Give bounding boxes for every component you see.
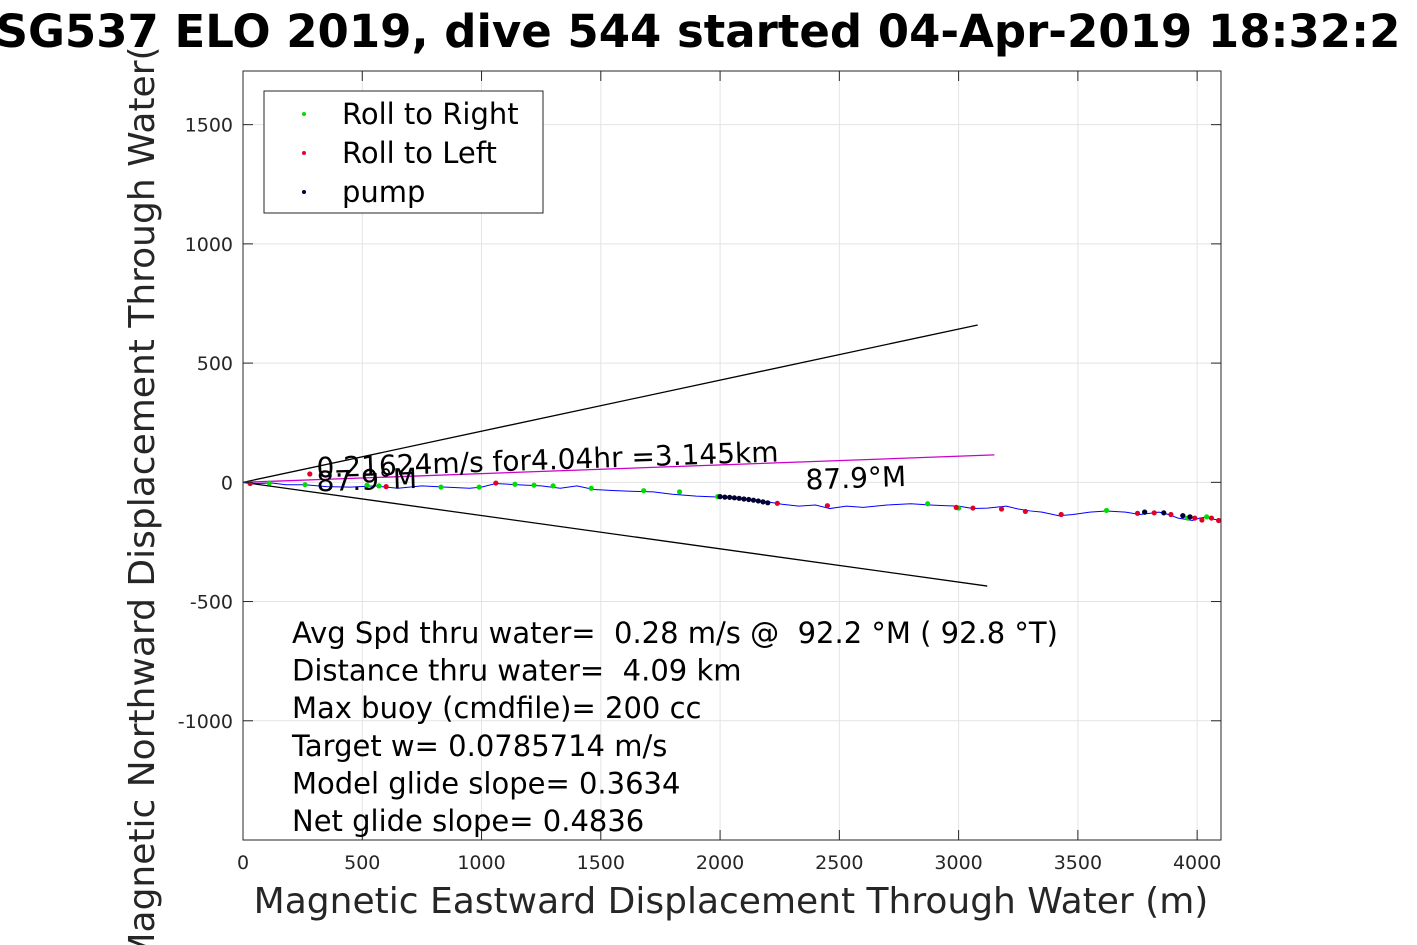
y-tick-label: 0 — [221, 472, 233, 494]
x-tick-label: 2000 — [696, 852, 744, 874]
x-tick-label: 1500 — [577, 852, 625, 874]
pump-point — [1187, 514, 1193, 520]
pump-point — [741, 496, 747, 502]
y-tick-label: 500 — [197, 353, 233, 375]
dive-track-line — [242, 481, 1222, 521]
reference-lines — [242, 324, 995, 587]
stats-text-block: Avg Spd thru water= 0.28 m/s @ 92.2 °M (… — [291, 616, 1058, 838]
roll-to-right-point — [364, 482, 370, 488]
pump-point — [1142, 509, 1148, 515]
y-tick-label: -500 — [190, 592, 233, 614]
roll-to-right-point — [925, 501, 931, 507]
pump-point — [731, 495, 737, 501]
roll-to-left-point — [1168, 511, 1174, 518]
roll-to-left-point — [774, 500, 780, 506]
plot-frame — [242, 70, 1222, 841]
data-points — [247, 471, 1222, 524]
annotation-text: 87.9°M — [805, 460, 907, 496]
pump-point — [727, 494, 733, 500]
roll-to-left-point — [970, 505, 976, 511]
x-tick-label: 3000 — [934, 852, 982, 874]
reference-line — [242, 481, 988, 587]
legend-marker — [302, 112, 306, 116]
roll-to-right-point — [302, 482, 308, 488]
roll-to-right-point — [476, 484, 482, 490]
y-axis-label: Magnetic Northward Displacement Through … — [122, 46, 163, 945]
pump-point — [1161, 510, 1167, 516]
roll-to-right-point — [512, 481, 518, 487]
pump-point — [765, 500, 771, 506]
roll-to-right-point — [1204, 514, 1210, 520]
roll-to-left-point — [1208, 515, 1215, 521]
pump-point — [746, 496, 752, 503]
roll-to-left-point — [824, 503, 831, 509]
y-tick-label: 1000 — [185, 234, 233, 256]
legend-box — [263, 90, 544, 214]
roll-to-right-point — [376, 483, 382, 489]
roll-to-left-point — [1058, 511, 1064, 518]
roll-to-right-point — [676, 489, 683, 495]
roll-to-left-point — [493, 480, 499, 486]
pump-point — [736, 495, 742, 501]
pump-point — [760, 499, 766, 505]
roll-to-left-point — [1199, 517, 1205, 523]
chart-title: SG537 ELO 2019, dive 544 started 04-Apr-… — [0, 5, 1400, 58]
pump-point — [755, 498, 761, 504]
legend: Roll to Right Roll to Left pump — [263, 90, 544, 214]
stats-line: Net glide slope= 0.4836 — [292, 804, 644, 838]
grid — [242, 71, 1221, 840]
stats-line: Max buoy (cmdfile)= 200 cc — [292, 691, 701, 725]
pump-point — [1180, 513, 1186, 519]
reference-line — [242, 454, 995, 483]
x-tick-label: 4000 — [1173, 852, 1221, 874]
roll-to-right-point — [438, 484, 444, 490]
roll-to-left-point — [247, 480, 253, 487]
roll-to-left-point — [1151, 510, 1157, 516]
roll-to-right-point — [266, 480, 272, 486]
annotation-text: 87.9°M — [316, 462, 418, 498]
x-axis-label: Magnetic Eastward Displacement Through W… — [254, 881, 1209, 922]
x-tick-label: 3500 — [1054, 852, 1102, 874]
pump-point — [750, 497, 757, 503]
x-tick-label: 500 — [344, 852, 380, 874]
pump-point — [717, 494, 723, 500]
reference-line — [242, 324, 978, 483]
roll-to-right-point — [641, 488, 647, 494]
legend-label: pump — [342, 175, 425, 209]
axis-ticks: 0 500 1000 1500 2000 2500 3000 3500 4000 1500 1000… — [178, 71, 1221, 874]
roll-to-left-point — [953, 504, 959, 510]
roll-to-right-point — [531, 482, 537, 488]
roll-to-left-point — [1134, 510, 1141, 516]
stats-line: Distance thru water= 4.09 km — [292, 654, 742, 688]
y-tick-label: 1500 — [185, 115, 233, 137]
y-tick-label: -1000 — [178, 711, 233, 733]
roll-to-left-point — [307, 471, 313, 477]
legend-label: Roll to Left — [342, 136, 497, 170]
stats-line: Target w= 0.0785714 m/s — [291, 729, 667, 763]
x-tick-label: 0 — [237, 852, 249, 874]
roll-to-right-point — [588, 485, 594, 491]
x-tick-label: 2500 — [815, 852, 863, 874]
x-tick-label: 1000 — [457, 852, 505, 874]
roll-to-left-point — [1216, 517, 1222, 524]
roll-to-right-point — [550, 483, 556, 489]
roll-to-left-point — [1022, 508, 1028, 515]
stats-line: Avg Spd thru water= 0.28 m/s @ 92.2 °M (… — [292, 616, 1058, 650]
stats-line: Model glide slope= 0.3634 — [292, 766, 680, 800]
roll-to-left-point — [998, 506, 1005, 512]
legend-marker — [302, 151, 306, 155]
pump-point — [722, 494, 728, 500]
roll-to-left-point — [383, 484, 389, 490]
legend-marker — [302, 190, 306, 194]
roll-to-left-point — [1192, 515, 1198, 521]
legend-label: Roll to Right — [342, 97, 519, 131]
roll-to-right-point — [1103, 507, 1110, 514]
